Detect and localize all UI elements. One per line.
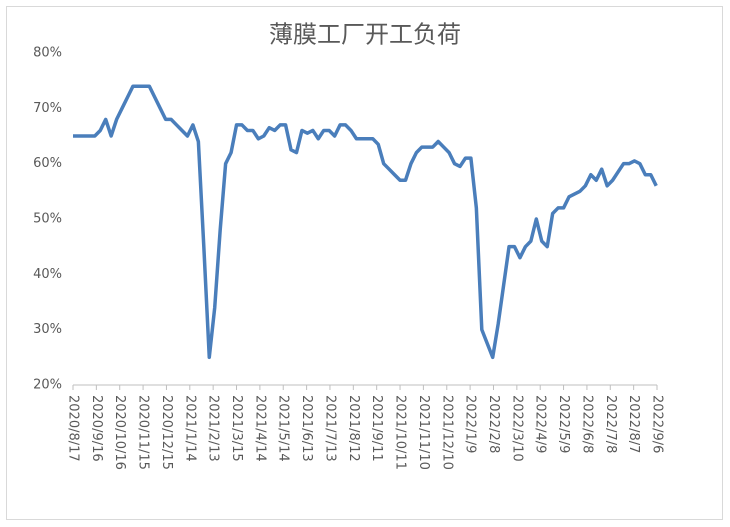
y-tick-label: 40%	[33, 267, 62, 282]
x-tick-label: 2022/3/10	[509, 395, 524, 462]
x-tick-label: 2022/2/8	[486, 395, 501, 453]
x-tick-label: 2021/4/14	[252, 395, 267, 462]
y-tick-label: 30%	[33, 322, 62, 337]
y-tick-label: 70%	[33, 101, 62, 116]
y-tick-label: 60%	[33, 156, 62, 171]
x-tick-label: 2021/11/10	[416, 395, 431, 470]
x-tick-label: 2020/10/16	[112, 395, 127, 470]
line	[73, 84, 658, 360]
x-tick-label: 2022/5/9	[556, 395, 571, 453]
y-tick-label: 20%	[33, 378, 62, 393]
x-tick-label: 2021/1/14	[182, 395, 197, 462]
x-tick-label: 2021/3/15	[229, 395, 244, 462]
x-tick-label: 2021/12/10	[439, 395, 454, 470]
x-tick-label: 2020/12/15	[159, 395, 174, 470]
x-tick-label: 2021/8/12	[346, 395, 361, 462]
chart-title: 薄膜工厂开工负荷	[269, 21, 461, 49]
x-tick-label: 2021/6/13	[299, 395, 314, 462]
x-tick-label: 2020/11/15	[136, 395, 151, 470]
x-tick-label: 2022/9/6	[650, 395, 665, 453]
chart-border	[6, 6, 723, 520]
x-tick-label: 2020/8/17	[66, 395, 81, 462]
x-tick-label: 2021/5/14	[276, 395, 291, 462]
x-tick-label: 2021/2/13	[206, 395, 221, 462]
y-tick-label: 80%	[33, 46, 62, 61]
x-tick-label: 2022/1/9	[463, 395, 478, 453]
x-tick-label: 2021/9/11	[369, 395, 384, 462]
x-tick-label: 2021/10/11	[393, 395, 408, 470]
x-tick-label: 2022/7/8	[603, 395, 618, 453]
y-tick-label: 50%	[33, 212, 62, 227]
x-tick-label: 2021/7/13	[322, 395, 337, 462]
x-tick-label: 2022/6/8	[579, 395, 594, 453]
x-tick-label: 2022/4/9	[533, 395, 548, 453]
x-tick-label: 2020/9/16	[89, 395, 104, 462]
x-tick-label: 2022/8/7	[626, 395, 641, 453]
